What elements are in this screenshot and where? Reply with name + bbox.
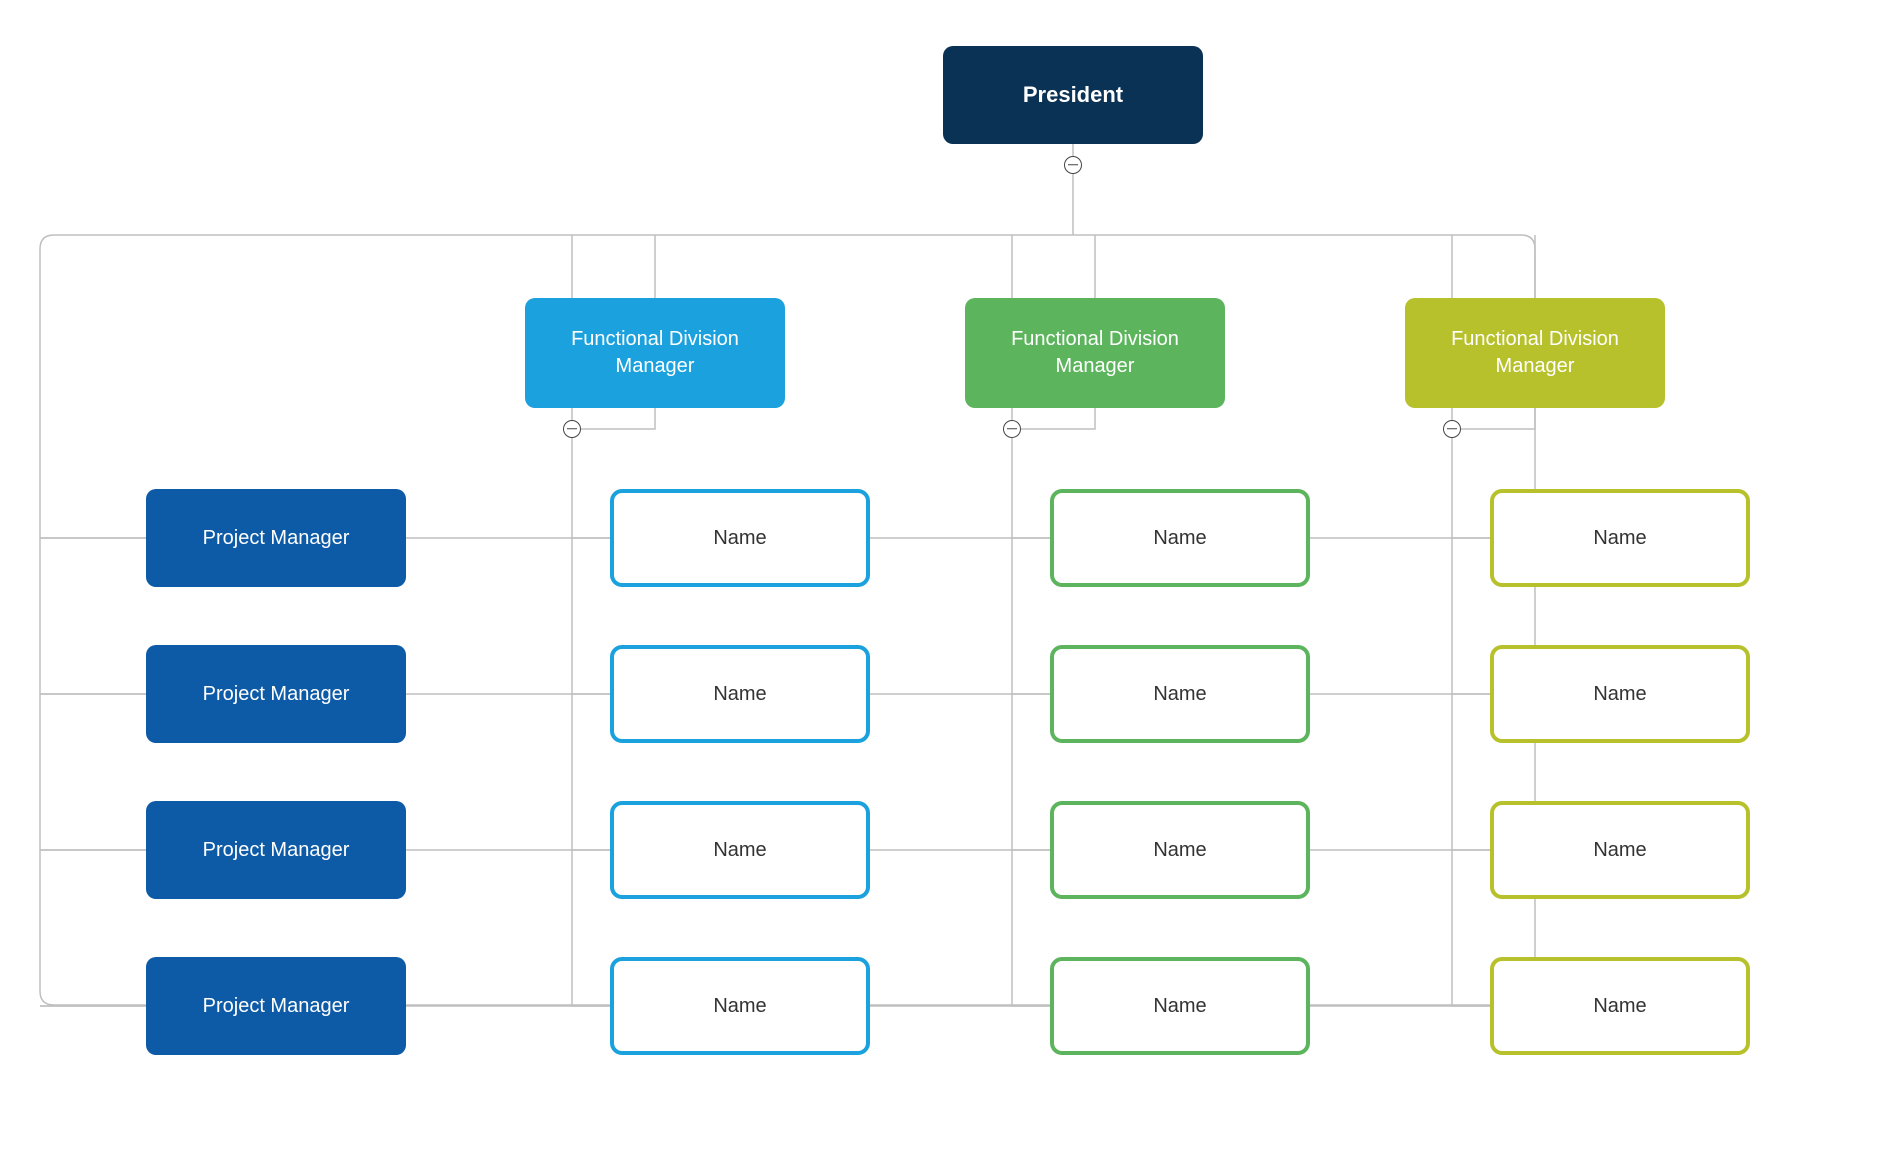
collapse-toggle-division-2[interactable]: [1443, 420, 1461, 438]
node-cell-1-3[interactable]: Name: [1050, 957, 1310, 1055]
node-pm-1[interactable]: Project Manager: [146, 645, 406, 743]
node-cell-2-2[interactable]: Name: [1490, 801, 1750, 899]
node-cell-2-1-label: Name: [1593, 681, 1646, 708]
node-pm-0-label: Project Manager: [203, 525, 350, 552]
node-division-0[interactable]: Functional Division Manager: [525, 298, 785, 408]
collapse-toggle-division-1[interactable]: [1003, 420, 1021, 438]
node-cell-0-3-label: Name: [713, 993, 766, 1020]
node-cell-2-1[interactable]: Name: [1490, 645, 1750, 743]
org-chart-canvas: President Functional Division Manager Fu…: [0, 0, 1884, 1158]
node-pm-3-label: Project Manager: [203, 993, 350, 1020]
node-cell-2-3-label: Name: [1593, 993, 1646, 1020]
node-cell-1-0-label: Name: [1153, 525, 1206, 552]
node-pm-0[interactable]: Project Manager: [146, 489, 406, 587]
node-cell-0-3[interactable]: Name: [610, 957, 870, 1055]
node-division-0-label: Functional Division Manager: [541, 326, 769, 380]
node-cell-0-0[interactable]: Name: [610, 489, 870, 587]
node-cell-2-3[interactable]: Name: [1490, 957, 1750, 1055]
node-cell-1-2[interactable]: Name: [1050, 801, 1310, 899]
node-division-1[interactable]: Functional Division Manager: [965, 298, 1225, 408]
node-pm-2-label: Project Manager: [203, 837, 350, 864]
node-cell-0-2[interactable]: Name: [610, 801, 870, 899]
node-president[interactable]: President: [943, 46, 1203, 144]
collapse-toggle-division-0[interactable]: [563, 420, 581, 438]
node-division-2-label: Functional Division Manager: [1421, 326, 1649, 380]
node-cell-2-2-label: Name: [1593, 837, 1646, 864]
node-president-label: President: [1023, 80, 1123, 110]
node-cell-0-0-label: Name: [713, 525, 766, 552]
node-cell-1-1-label: Name: [1153, 681, 1206, 708]
node-cell-1-1[interactable]: Name: [1050, 645, 1310, 743]
node-cell-0-2-label: Name: [713, 837, 766, 864]
node-cell-1-3-label: Name: [1153, 993, 1206, 1020]
node-division-1-label: Functional Division Manager: [981, 326, 1209, 380]
node-cell-1-0[interactable]: Name: [1050, 489, 1310, 587]
node-cell-0-1-label: Name: [713, 681, 766, 708]
node-cell-2-0-label: Name: [1593, 525, 1646, 552]
node-pm-3[interactable]: Project Manager: [146, 957, 406, 1055]
node-cell-0-1[interactable]: Name: [610, 645, 870, 743]
node-cell-2-0[interactable]: Name: [1490, 489, 1750, 587]
collapse-toggle-president[interactable]: [1064, 156, 1082, 174]
node-cell-1-2-label: Name: [1153, 837, 1206, 864]
node-division-2[interactable]: Functional Division Manager: [1405, 298, 1665, 408]
node-pm-1-label: Project Manager: [203, 681, 350, 708]
node-pm-2[interactable]: Project Manager: [146, 801, 406, 899]
